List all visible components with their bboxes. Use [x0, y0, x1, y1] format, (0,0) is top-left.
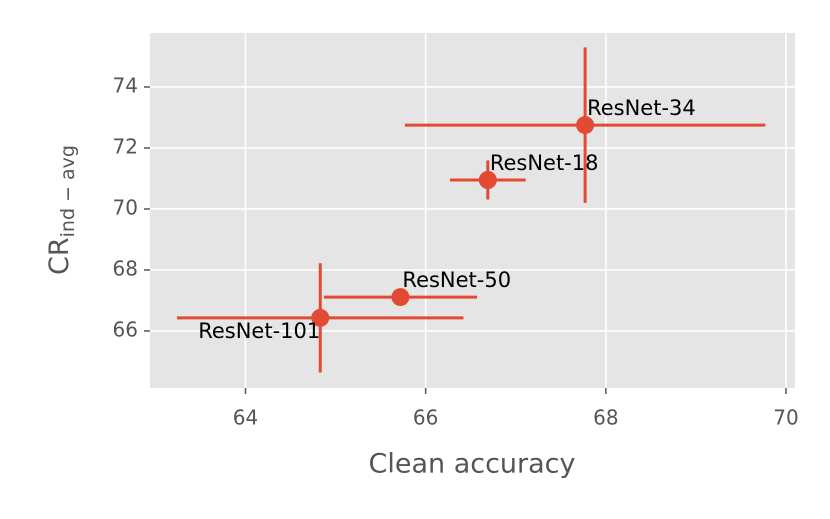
y-label-main: CR	[44, 237, 75, 275]
x-tick-label: 64	[233, 406, 258, 430]
x-tick-label: 68	[593, 406, 618, 430]
point-label: ResNet-34	[587, 96, 696, 120]
point	[478, 171, 497, 190]
point	[311, 308, 330, 327]
point-label: ResNet-50	[402, 268, 511, 292]
y-tick-label: 68	[113, 256, 138, 280]
x-tick-label: 70	[773, 406, 798, 430]
y-tick-label: 74	[113, 73, 138, 97]
x-tick-label: 66	[413, 406, 438, 430]
plot-area	[150, 33, 795, 388]
point	[391, 288, 410, 307]
point-label: ResNet-101	[198, 319, 320, 343]
x-axis-label: Clean accuracy	[368, 449, 575, 480]
point-label: ResNet-18	[490, 151, 599, 175]
y-tick-label: 72	[113, 134, 138, 158]
y-axis-label: CRind − avg	[44, 145, 79, 275]
point	[576, 116, 595, 135]
y-label-sub: ind − avg	[57, 145, 79, 237]
y-tick-label: 70	[113, 195, 138, 219]
y-tick-label: 66	[113, 317, 138, 341]
